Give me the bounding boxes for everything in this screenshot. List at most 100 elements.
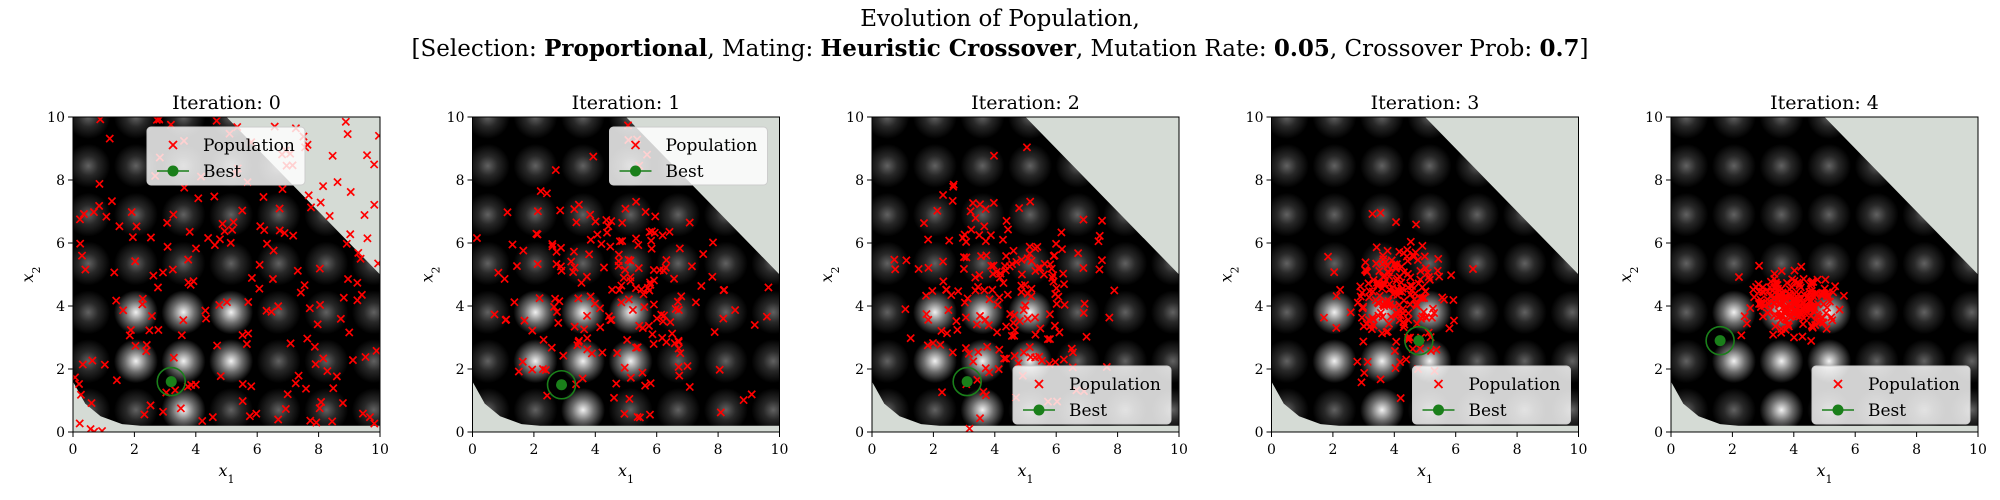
population-point (370, 200, 379, 209)
population-point (162, 388, 171, 397)
population-point (1776, 315, 1785, 325)
population-point (357, 290, 367, 300)
population-point (1048, 273, 1057, 283)
population-point (285, 149, 295, 158)
landscape-bump (703, 339, 748, 384)
infeasible-region (472, 117, 780, 432)
landscape-bump (209, 387, 254, 426)
population-point (270, 122, 279, 131)
population-point (1416, 314, 1426, 323)
population-point (1369, 321, 1378, 330)
landscape-bump (73, 241, 111, 286)
feasible-region (1271, 117, 1579, 426)
population-point (655, 265, 664, 275)
population-point (1373, 298, 1382, 307)
population-point (1756, 299, 1766, 309)
population-point (683, 361, 692, 371)
population-point (1817, 290, 1826, 299)
population-point (764, 283, 773, 292)
population-point (472, 233, 482, 243)
population-point (1775, 299, 1784, 308)
landscape-bump (1550, 387, 1579, 426)
landscape-bump (1550, 290, 1579, 335)
landscape-bump (1502, 192, 1547, 237)
x-axis-label: x1 (218, 461, 234, 486)
population-point (593, 230, 602, 239)
population-point (155, 153, 165, 162)
population-point (277, 150, 287, 159)
population-point (1384, 268, 1394, 277)
population-point (196, 172, 206, 181)
population-point (1774, 312, 1784, 321)
population-point (631, 197, 641, 206)
population-point (1011, 393, 1021, 402)
population-point (304, 191, 313, 200)
landscape-bump (561, 117, 606, 139)
population-point (1815, 317, 1825, 327)
population-point (374, 131, 380, 140)
population-point (215, 235, 225, 244)
population-point (1771, 322, 1780, 331)
population-point (641, 207, 650, 217)
landscape-bump (1455, 290, 1500, 335)
landscape-bump (73, 387, 111, 426)
population-point (1777, 284, 1786, 293)
population-point (966, 207, 975, 216)
population-point (1421, 287, 1430, 296)
population-point (100, 360, 110, 369)
population-point (604, 312, 614, 321)
population-point (1796, 283, 1805, 292)
population-point (1393, 310, 1402, 319)
population-point (1017, 281, 1026, 290)
population-point (1770, 274, 1779, 284)
y-axis-label: x2 (817, 266, 842, 282)
population-point (312, 418, 321, 427)
population-point (710, 327, 719, 337)
population-point (1335, 285, 1345, 295)
population-point (1379, 278, 1388, 287)
legend-best-label: Best (1868, 401, 1906, 421)
population-point (1785, 285, 1794, 294)
x-tick-label: 2 (130, 442, 139, 458)
population-point (130, 257, 140, 266)
population-point (1770, 269, 1779, 278)
landscape-bump (513, 387, 558, 426)
population-point (147, 311, 157, 321)
landscape-bump (751, 143, 780, 188)
population-point (316, 397, 326, 407)
population-point (958, 233, 968, 243)
population-point (319, 354, 328, 363)
population-point (328, 151, 337, 160)
population-point (1821, 308, 1831, 318)
x-tick-label: 8 (314, 442, 323, 458)
population-point (928, 338, 938, 348)
population-point (644, 321, 654, 331)
best-point (961, 376, 973, 388)
title-close-bracket: ] (1579, 36, 1589, 62)
population-point (1097, 256, 1107, 265)
population-point (1771, 283, 1780, 293)
population-point (612, 348, 622, 358)
population-point (1384, 272, 1394, 281)
x-tick-label: 4 (191, 442, 200, 458)
population-point (343, 129, 352, 139)
population-point (944, 305, 953, 315)
population-point (153, 283, 163, 292)
population-point (1399, 268, 1409, 277)
x-tick-label: 4 (1390, 442, 1399, 458)
population-point (996, 269, 1005, 278)
population-point (1776, 293, 1785, 302)
landscape-bump (161, 387, 206, 426)
legend-best-label: Best (666, 162, 704, 182)
feasible-region (1671, 117, 1978, 426)
population-point (1804, 294, 1813, 304)
population-point (633, 412, 642, 422)
population-point (1003, 225, 1013, 234)
population-point (94, 201, 104, 211)
population-point (1332, 323, 1341, 333)
x-axis-label: x1 (1417, 461, 1433, 486)
population-point (1079, 308, 1088, 318)
population-point (635, 321, 644, 330)
population-point (186, 280, 195, 289)
population-point (215, 300, 224, 310)
